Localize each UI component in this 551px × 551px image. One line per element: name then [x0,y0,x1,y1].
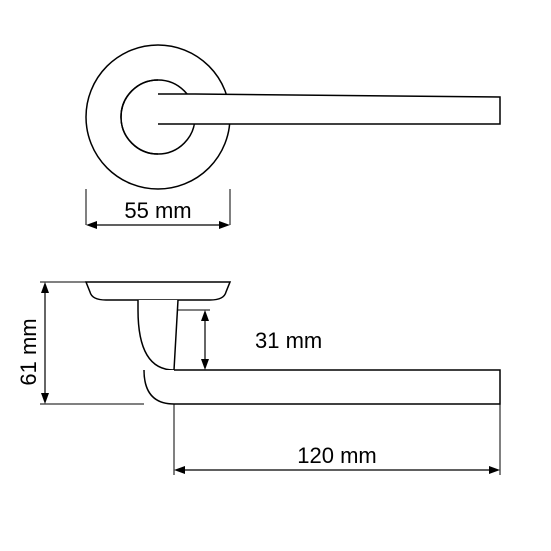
dim-55-label: 55 mm [124,198,191,223]
technical-drawing: 55 mm 61 mm 31 mm [0,0,551,551]
arrow-up-icon [41,282,49,293]
neck-profile [138,300,178,370]
dim-55mm: 55 mm [86,189,230,229]
dim-120mm: 120 mm [174,404,500,475]
dim-120-label: 120 mm [297,443,376,468]
arrow-down-icon [41,393,49,404]
handle-top-outline [158,94,500,124]
dim-61-label: 61 mm [16,318,41,385]
side-view: 61 mm 31 mm 120 mm [16,282,500,475]
arrow-right-icon [219,221,230,229]
inner-arc [121,80,158,154]
arrow-left-icon [86,221,97,229]
handle-side-outline [144,370,500,404]
arrow-down-icon [201,359,209,370]
top-view: 55 mm [86,45,500,229]
dim-31mm: 31 mm [178,310,322,370]
dim-31-label: 31 mm [255,328,322,353]
arrow-up-icon [201,310,209,321]
arrow-right-icon [489,466,500,474]
arrow-left-icon [174,466,185,474]
rose-profile [86,282,230,300]
